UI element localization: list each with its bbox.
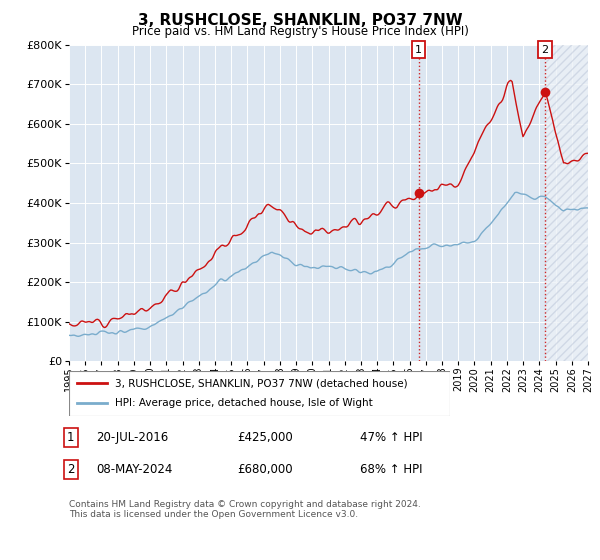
Text: 20-JUL-2016: 20-JUL-2016 bbox=[96, 431, 168, 445]
Text: HPI: Average price, detached house, Isle of Wight: HPI: Average price, detached house, Isle… bbox=[115, 398, 373, 408]
Text: 1: 1 bbox=[415, 45, 422, 55]
Text: Contains HM Land Registry data © Crown copyright and database right 2024.
This d: Contains HM Land Registry data © Crown c… bbox=[69, 500, 421, 519]
Text: 2: 2 bbox=[542, 45, 549, 55]
Text: 68% ↑ HPI: 68% ↑ HPI bbox=[360, 463, 422, 476]
Text: 2: 2 bbox=[67, 463, 74, 476]
Text: 3, RUSHCLOSE, SHANKLIN, PO37 7NW (detached house): 3, RUSHCLOSE, SHANKLIN, PO37 7NW (detach… bbox=[115, 378, 407, 388]
Text: 3, RUSHCLOSE, SHANKLIN, PO37 7NW: 3, RUSHCLOSE, SHANKLIN, PO37 7NW bbox=[137, 13, 463, 28]
Text: 1: 1 bbox=[67, 431, 74, 445]
Text: Price paid vs. HM Land Registry's House Price Index (HPI): Price paid vs. HM Land Registry's House … bbox=[131, 25, 469, 38]
Text: 47% ↑ HPI: 47% ↑ HPI bbox=[360, 431, 422, 445]
Text: £425,000: £425,000 bbox=[237, 431, 293, 445]
Text: 08-MAY-2024: 08-MAY-2024 bbox=[96, 463, 172, 476]
Text: £680,000: £680,000 bbox=[237, 463, 293, 476]
